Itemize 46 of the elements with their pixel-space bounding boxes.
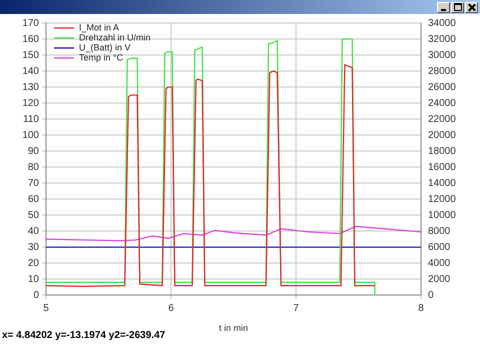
x-tick-label: 7: [293, 302, 300, 314]
y-tick-label: 70: [28, 178, 40, 189]
y-tick-label: 90: [28, 146, 40, 157]
y-tick-label: 40: [28, 226, 40, 237]
y2-tick-label: 14000: [428, 178, 456, 189]
y-tick-label: 130: [22, 82, 40, 93]
y-tick-label: 110: [23, 114, 40, 125]
y2-tick-label: 10000: [428, 210, 456, 221]
y-tick-label: 0: [33, 290, 40, 301]
x-tick-label: 5: [43, 302, 50, 314]
y-tick-label: 80: [28, 162, 40, 173]
x-tick-label: 8: [418, 302, 424, 314]
y2-tick-label: 2000: [428, 274, 451, 285]
y-tick-label: 100: [22, 130, 40, 141]
y-tick-label: 160: [22, 34, 40, 45]
legend-label: Temp in °C: [79, 52, 124, 62]
y-tick-label: 120: [22, 98, 40, 109]
y-tick-label: 150: [22, 50, 40, 61]
y-tick-label: 30: [28, 242, 40, 253]
y2-tick-label: 26000: [428, 82, 456, 93]
y2-tick-label: 8000: [428, 226, 451, 237]
y-tick-label: 50: [28, 210, 40, 221]
y-tick-label: 60: [28, 194, 40, 205]
x-tick-label: 6: [168, 302, 174, 314]
y2-tick-label: 0: [428, 290, 434, 301]
text: x= 4.84202 y=-13.1974 y2=-2639.47: [2, 330, 166, 341]
y2-tick-label: 22000: [428, 114, 456, 125]
y2-tick-label: 4000: [428, 258, 451, 269]
y2-tick-label: 24000: [428, 98, 456, 109]
legend-label: U_(Batt) in V: [79, 42, 131, 52]
y2-tick-label: 16000: [428, 162, 456, 173]
y2-tick-label: 28000: [428, 66, 456, 77]
y2-tick-label: 30000: [428, 50, 456, 61]
y-tick-label: 170: [22, 18, 40, 29]
legend-label: I_Mot in A: [79, 22, 120, 32]
legend-label: Drehzahl in U/min: [79, 32, 151, 42]
y2-tick-label: 32000: [428, 34, 456, 45]
y-tick-label: 140: [22, 66, 40, 77]
y2-tick-label: 12000: [428, 194, 456, 205]
y2-tick-label: 18000: [428, 146, 456, 157]
y-tick-label: 20: [28, 258, 40, 269]
y2-tick-label: 34000: [428, 18, 456, 29]
x-axis-title: t in min: [218, 323, 248, 334]
y2-tick-label: 20000: [428, 130, 456, 141]
y-tick-label: 10: [28, 274, 40, 285]
y2-tick-label: 6000: [428, 242, 451, 253]
